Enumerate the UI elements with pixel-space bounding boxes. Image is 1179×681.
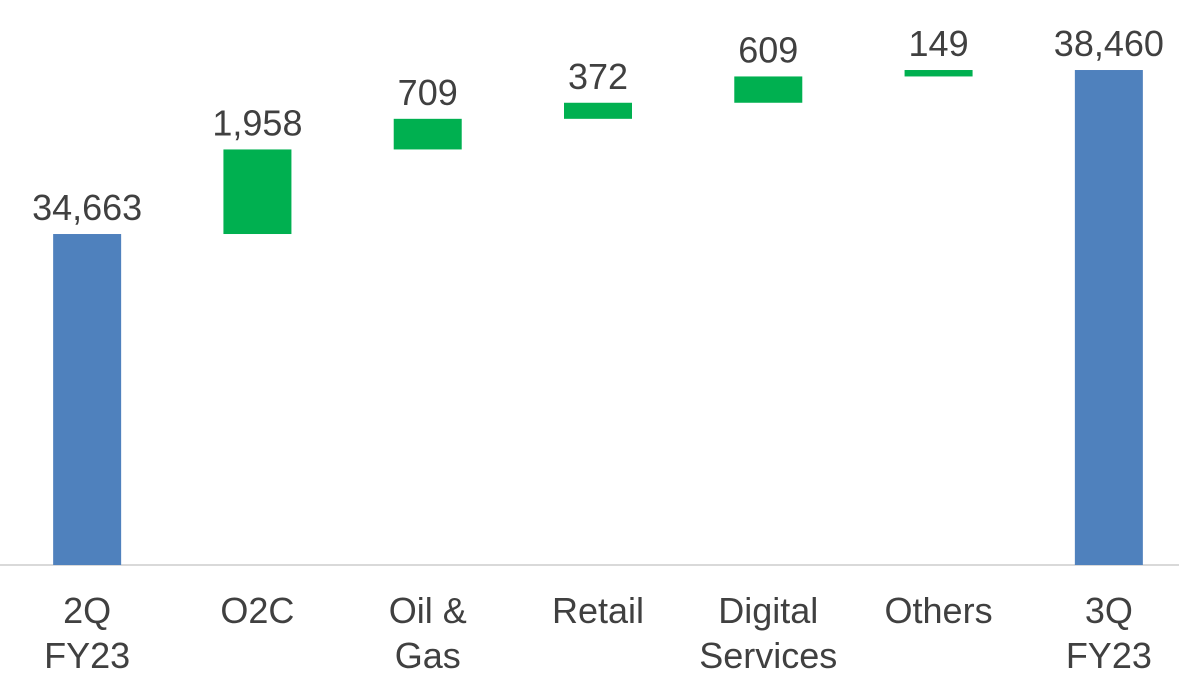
- value-label: 372: [568, 56, 628, 97]
- value-label: 34,663: [32, 187, 142, 228]
- value-label: 149: [909, 23, 969, 64]
- x-tick-label: Others: [884, 590, 993, 631]
- value-label: 709: [398, 72, 458, 113]
- x-tick-label: 2Q FY23: [44, 590, 131, 676]
- total-bar: [1074, 70, 1143, 566]
- total-bar: [53, 234, 122, 566]
- value-label: 38,460: [1054, 23, 1164, 64]
- increase-bar: [223, 149, 292, 235]
- x-tick-label: O2C: [220, 590, 295, 631]
- value-label: 609: [738, 29, 798, 70]
- x-tick-label: Digital Services: [699, 590, 838, 676]
- x-tick-label: Oil & Gas: [388, 590, 467, 676]
- increase-bar: [393, 118, 462, 150]
- increase-bar: [734, 76, 803, 103]
- increase-bar: [904, 70, 973, 77]
- value-label: 1,958: [212, 102, 302, 143]
- x-tick-label: 3Q FY23: [1065, 590, 1152, 676]
- increase-bar: [564, 102, 632, 119]
- x-tick-label: Retail: [551, 590, 645, 631]
